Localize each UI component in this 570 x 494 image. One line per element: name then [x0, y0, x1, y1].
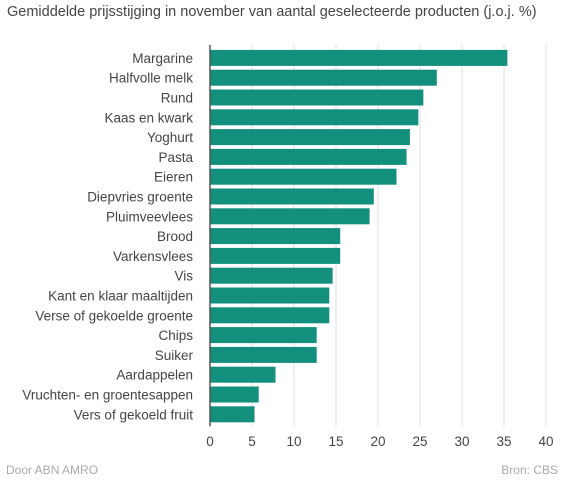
bar	[210, 346, 317, 363]
category-label: Pasta	[158, 150, 193, 165]
x-axis-ticks: 0 5 10 15 20 25 30 35 40	[206, 434, 553, 449]
category-label: Kaas en kwark	[104, 110, 193, 125]
category-label: Aardappelen	[116, 368, 193, 383]
category-labels: Margarine Halfvolle melk Rund Kaas en kwark…	[22, 51, 193, 422]
bar	[210, 307, 330, 324]
x-tick-label: 40	[538, 434, 553, 449]
x-tick-label: 25	[412, 434, 427, 449]
x-tick-label: 0	[206, 434, 214, 449]
x-tick-label: 20	[370, 434, 385, 449]
category-label: Vruchten- en groentesappen	[22, 388, 193, 403]
bar	[210, 208, 370, 225]
bar	[210, 406, 255, 423]
x-tick-label: 30	[454, 434, 469, 449]
bar	[210, 49, 508, 66]
bar	[210, 69, 437, 86]
bar	[210, 188, 374, 205]
x-tick-label: 10	[286, 434, 301, 449]
bar	[210, 327, 317, 344]
category-label: Rund	[161, 91, 193, 106]
category-label: Varkensvlees	[113, 249, 193, 264]
x-tick-label: 35	[496, 434, 511, 449]
bar	[210, 148, 407, 165]
bar	[210, 366, 276, 383]
bar	[210, 386, 259, 403]
bar	[210, 109, 419, 126]
bar	[210, 89, 424, 106]
x-tick-label: 5	[248, 434, 256, 449]
bar	[210, 129, 410, 146]
category-label: Diepvries groente	[87, 190, 193, 205]
chart-title: Gemiddelde prijsstijging in november van…	[7, 4, 537, 20]
bars	[210, 49, 508, 423]
bar	[210, 247, 341, 264]
x-tick-label: 15	[328, 434, 343, 449]
credit-text: Door ABN AMRO	[6, 463, 99, 477]
category-label: Pluimveevlees	[106, 209, 193, 224]
category-label: Vis	[174, 269, 193, 284]
category-label: Kant en klaar maaltijden	[48, 289, 193, 304]
category-label: Verse of gekoelde groente	[35, 308, 193, 323]
category-label: Margarine	[132, 51, 193, 66]
category-label: Vers of gekoeld fruit	[74, 407, 194, 422]
bar	[210, 267, 333, 284]
category-label: Halfvolle melk	[109, 71, 193, 86]
category-label: Brood	[157, 229, 193, 244]
bar-chart: Margarine Halfvolle melk Rund Kaas en kwark…	[22, 45, 554, 449]
category-label: Chips	[158, 328, 193, 343]
bar	[210, 228, 341, 245]
category-label: Eieren	[154, 170, 193, 185]
bar	[210, 287, 330, 304]
source-text: Bron: CBS	[501, 463, 558, 477]
category-label: Suiker	[155, 348, 194, 363]
bar	[210, 168, 397, 185]
category-label: Yoghurt	[147, 130, 193, 145]
